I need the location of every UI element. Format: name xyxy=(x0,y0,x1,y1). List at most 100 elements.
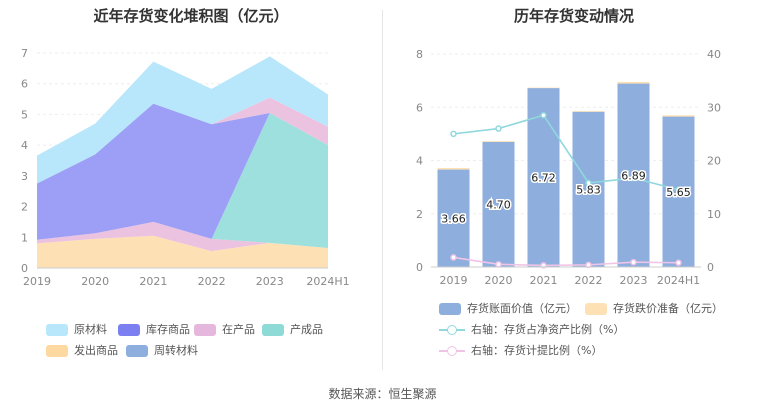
bar-value-label-halo: 4.70 xyxy=(486,198,511,211)
legend-label: 右轴：存货占净资产比例（%） xyxy=(471,323,625,336)
legend-swatch xyxy=(262,324,284,336)
bar-value-label: 5.83 xyxy=(576,183,601,196)
x-tick-label: 2020 xyxy=(485,274,513,287)
y-right-tick-label: 0 xyxy=(707,261,714,274)
bar-impairment-reserve xyxy=(572,110,605,112)
legend-label: 右轴：存货计提比例（%） xyxy=(471,344,603,357)
bar-book-value xyxy=(572,111,605,268)
y-tick-label: 7 xyxy=(21,47,28,60)
ratio-to-net-assets-point xyxy=(495,125,502,132)
legend-item-impairment-reserve[interactable]: 存货跌价准备（亿元） xyxy=(585,301,723,317)
area-发出商品 xyxy=(37,235,328,268)
y-tick-label: 3 xyxy=(21,170,28,183)
bar-impairment-reserve xyxy=(617,81,650,84)
legend-swatch xyxy=(126,345,148,357)
legend-swatch xyxy=(585,303,607,315)
legend-swatch xyxy=(46,345,68,357)
bar-value-label: 6.89 xyxy=(621,169,646,182)
legend-line-swatch xyxy=(439,324,465,336)
area-在产品 xyxy=(37,221,328,252)
bar-value-label-halo: 6.72 xyxy=(531,172,556,185)
left-chart-title: 近年存货变化堆积图（亿元） xyxy=(93,7,289,25)
ratio-to-net-assets-point xyxy=(540,111,547,119)
bar-value-label: 4.70 xyxy=(486,198,511,211)
y-tick-label: 2 xyxy=(21,201,28,214)
data-source-note: 数据来源：恒生聚源 xyxy=(328,387,437,401)
area-产成品 xyxy=(37,112,328,249)
provision-ratio-line xyxy=(453,256,679,267)
ratio-to-net-assets-point xyxy=(585,179,592,187)
y-tick-label: 6 xyxy=(21,78,28,91)
bar-value-label-halo: 6.89 xyxy=(621,169,646,182)
x-tick-label: 2020 xyxy=(81,275,109,288)
legend-swatch xyxy=(194,324,216,336)
panel-divider xyxy=(382,10,383,370)
legend-item-goods-shipped[interactable]: 发出商品 xyxy=(46,343,118,359)
provision-ratio-point xyxy=(630,258,637,266)
legend-label: 存货账面价值（亿元） xyxy=(467,302,577,315)
provision-ratio-point xyxy=(450,254,457,261)
y-tick-label: 1 xyxy=(21,231,28,244)
bar-line-chart: 024680102030403.663.664.704.706.726.725.… xyxy=(416,48,721,287)
area-库存商品 xyxy=(37,103,328,240)
bar-value-label: 6.72 xyxy=(531,172,556,185)
x-tick-label: 2023 xyxy=(256,275,284,288)
legend-item-raw-materials[interactable]: 原材料 xyxy=(46,322,107,338)
legend-swatch xyxy=(118,324,140,336)
bar-value-label-halo: 5.83 xyxy=(576,183,601,196)
left-legend: 原材料 库存商品 在产品 产成品 发出商品 周转材料 xyxy=(0,0,382,380)
legend-line-swatch xyxy=(439,345,465,357)
legend-label: 原材料 xyxy=(74,323,107,336)
legend-item-finished-goods[interactable]: 产成品 xyxy=(262,322,323,338)
legend-label: 库存商品 xyxy=(146,323,190,336)
y-left-tick-label: 6 xyxy=(416,101,423,114)
legend-label: 产成品 xyxy=(290,323,323,336)
legend-label: 周转材料 xyxy=(154,344,198,357)
x-tick-label: 2024H1 xyxy=(306,275,349,288)
x-tick-label: 2022 xyxy=(198,275,226,288)
right-legend: 存货账面价值（亿元） 存货跌价准备（亿元） 右轴：存货占净资产比例（%） 右轴：… xyxy=(383,0,765,380)
legend-item-turnover-materials[interactable]: 周转材料 xyxy=(126,343,198,359)
stacked-area-chart: 0 1 2 3 4 5 6 7 2019 2020 2021 2022 2023 2024H1 xyxy=(21,47,350,288)
y-left-tick-label: 4 xyxy=(416,155,423,168)
legend-label: 存货跌价准备（亿元） xyxy=(613,302,723,315)
legend-item-wip[interactable]: 在产品 xyxy=(194,322,255,338)
legend-item-provision-ratio[interactable]: 右轴：存货计提比例（%） xyxy=(439,343,602,359)
legend-swatch xyxy=(439,303,461,315)
y-left-tick-label: 0 xyxy=(416,261,423,274)
x-tick-label: 2023 xyxy=(620,274,648,287)
legend-swatch xyxy=(46,324,68,336)
bar-book-value xyxy=(437,169,470,267)
y-right-tick-label: 20 xyxy=(707,155,721,168)
ratio-to-net-assets-point xyxy=(450,130,457,138)
legend-item-ratio-to-net-assets[interactable]: 右轴：存货占净资产比例（%） xyxy=(439,322,624,338)
legend-item-inventory-goods[interactable]: 库存商品 xyxy=(118,322,190,338)
x-tick-label: 2021 xyxy=(139,275,167,288)
bar-value-label-halo: 5.65 xyxy=(666,186,691,199)
legend-label: 在产品 xyxy=(222,323,255,336)
bar-book-value xyxy=(482,141,515,267)
x-tick-label: 2019 xyxy=(440,274,468,287)
y-right-tick-label: 40 xyxy=(707,48,721,61)
legend-label: 发出商品 xyxy=(74,344,118,357)
y-left-tick-label: 2 xyxy=(416,208,423,221)
ratio-to-net-assets-point xyxy=(630,174,637,182)
bar-impairment-reserve xyxy=(482,141,515,142)
bar-impairment-reserve xyxy=(437,167,470,170)
bar-value-label: 5.65 xyxy=(666,186,691,199)
x-tick-label: 2019 xyxy=(23,275,51,288)
y-tick-label: 5 xyxy=(21,108,28,121)
y-right-tick-label: 30 xyxy=(707,101,721,114)
bar-value-label: 3.66 xyxy=(441,212,466,225)
legend-item-book-value[interactable]: 存货账面价值（亿元） xyxy=(439,301,577,317)
area-原材料 xyxy=(37,56,328,184)
y-tick-label: 4 xyxy=(21,139,28,152)
ratio-to-net-assets-line xyxy=(453,114,679,191)
bar-value-label-halo: 3.66 xyxy=(441,212,466,225)
provision-ratio-point xyxy=(675,259,682,266)
y-tick-label: 0 xyxy=(21,262,28,275)
y-left-tick-label: 8 xyxy=(416,48,423,61)
y-right-tick-label: 10 xyxy=(707,208,721,221)
x-tick-label: 2021 xyxy=(530,274,558,287)
x-tick-label: 2022 xyxy=(575,274,603,287)
